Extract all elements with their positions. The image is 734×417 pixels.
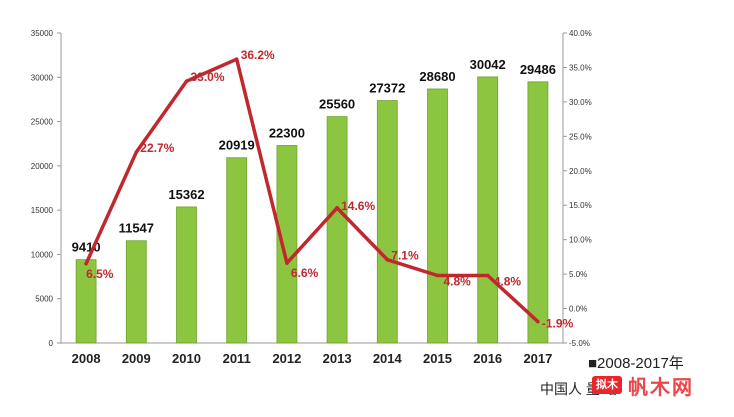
growth-label-2011: 36.2% xyxy=(241,48,275,62)
growth-value-labels: 6.5% 22.7% 33.0% 36.2% 6.6% 14.6% 7.1% 4.8% 4.8%… xyxy=(86,48,573,330)
right-tick-label: 40.0% xyxy=(569,29,592,38)
bar-label-2013: 25560 xyxy=(319,97,355,112)
growth-point-2017 xyxy=(536,319,540,324)
bar-label-2017: 29486 xyxy=(520,62,556,77)
left-tick-label: 25000 xyxy=(31,118,54,127)
bar-2010 xyxy=(176,206,197,344)
growth-point-2009 xyxy=(134,150,139,154)
bar-label-2012: 22300 xyxy=(269,125,305,140)
right-tick-label: 0.0% xyxy=(569,305,587,314)
left-tick-label: 35000 xyxy=(31,29,54,38)
left-tick-label: 20000 xyxy=(31,162,54,171)
x-label-2013: 2013 xyxy=(323,351,352,366)
growth-label-2008: 6.5% xyxy=(86,267,114,281)
left-tick-label: 5000 xyxy=(35,295,53,304)
bar-2017 xyxy=(527,81,549,344)
right-tick-label: -5.0% xyxy=(569,339,590,348)
x-label-2016: 2016 xyxy=(473,351,502,366)
watermark-badge: 拟木 xyxy=(592,376,622,394)
growth-label-2016: 4.8% xyxy=(494,274,522,288)
left-tick-label: 0 xyxy=(49,339,54,348)
x-label-2017: 2017 xyxy=(523,351,552,366)
right-tick-label: 5.0% xyxy=(569,270,587,279)
bar-2012 xyxy=(276,145,298,344)
bar-label-2010: 15362 xyxy=(168,187,204,202)
growth-line xyxy=(84,57,540,323)
x-label-2009: 2009 xyxy=(122,351,151,366)
watermark-text: 帆木网 xyxy=(628,376,694,399)
bar-label-2015: 28680 xyxy=(419,69,455,84)
growth-line-series xyxy=(84,57,540,324)
growth-point-2010 xyxy=(184,79,189,84)
bar-series xyxy=(75,76,549,344)
left-tick-label: 10000 xyxy=(31,250,54,259)
x-label-2011: 2011 xyxy=(223,351,251,366)
x-label-2010: 2010 xyxy=(172,351,201,366)
growth-point-2014 xyxy=(385,257,390,262)
bar-label-2016: 30042 xyxy=(470,57,506,72)
x-axis-labels: 2008 2009 2010 2011 2012 2013 2014 2015 2016 2017 xyxy=(72,351,553,366)
x-label-2012: 2012 xyxy=(272,351,301,366)
growth-point-2016 xyxy=(485,273,490,278)
chart-axes: 0 5000 10000 15000 20000 25000 30000 35000 -5.0%… xyxy=(31,29,592,348)
right-tick-label: 20.0% xyxy=(569,167,592,176)
right-tick-label: 25.0% xyxy=(569,132,592,141)
bar-label-2014: 27372 xyxy=(369,81,405,96)
bar-value-labels: 9410115471536220919223002556027372286803… xyxy=(72,57,556,255)
x-label-2008: 2008 xyxy=(72,351,101,366)
left-tick-label: 15000 xyxy=(31,206,54,215)
bar-label-2011: 20919 xyxy=(219,138,255,153)
right-tick-label: 15.0% xyxy=(569,201,592,210)
growth-label-2015: 4.8% xyxy=(444,274,472,288)
growth-point-2012 xyxy=(285,261,289,265)
growth-label-2013: 14.6% xyxy=(341,199,375,213)
right-tick-label: 35.0% xyxy=(569,63,592,72)
growth-point-2015 xyxy=(435,273,440,278)
growth-label-2017: -1.9% xyxy=(542,317,574,331)
x-label-2014: 2014 xyxy=(373,351,403,366)
bar-2015 xyxy=(427,88,448,344)
x-label-2015: 2015 xyxy=(423,351,452,366)
right-tick-label: 30.0% xyxy=(569,98,592,107)
bar-2011 xyxy=(226,157,248,344)
bar-2014 xyxy=(376,100,398,344)
bar-label-2009: 11547 xyxy=(119,221,154,236)
growth-label-2009: 22.7% xyxy=(140,141,174,155)
bar-2016 xyxy=(477,76,499,344)
right-tick-label: 10.0% xyxy=(569,236,592,245)
growth-label-2014: 7.1% xyxy=(391,249,419,263)
chart-caption: ■2008-2017年 xyxy=(588,355,684,372)
bar-2013 xyxy=(326,116,348,344)
bar-2009 xyxy=(125,240,147,344)
left-tick-label: 30000 xyxy=(31,73,54,82)
growth-point-2013 xyxy=(335,206,339,210)
growth-label-2012: 6.6% xyxy=(291,266,319,280)
growth-label-2010: 33.0% xyxy=(191,70,225,84)
watermark: 拟木 帆木网 xyxy=(592,371,694,399)
growth-point-2011 xyxy=(234,57,239,61)
growth-point-2008 xyxy=(84,261,88,266)
